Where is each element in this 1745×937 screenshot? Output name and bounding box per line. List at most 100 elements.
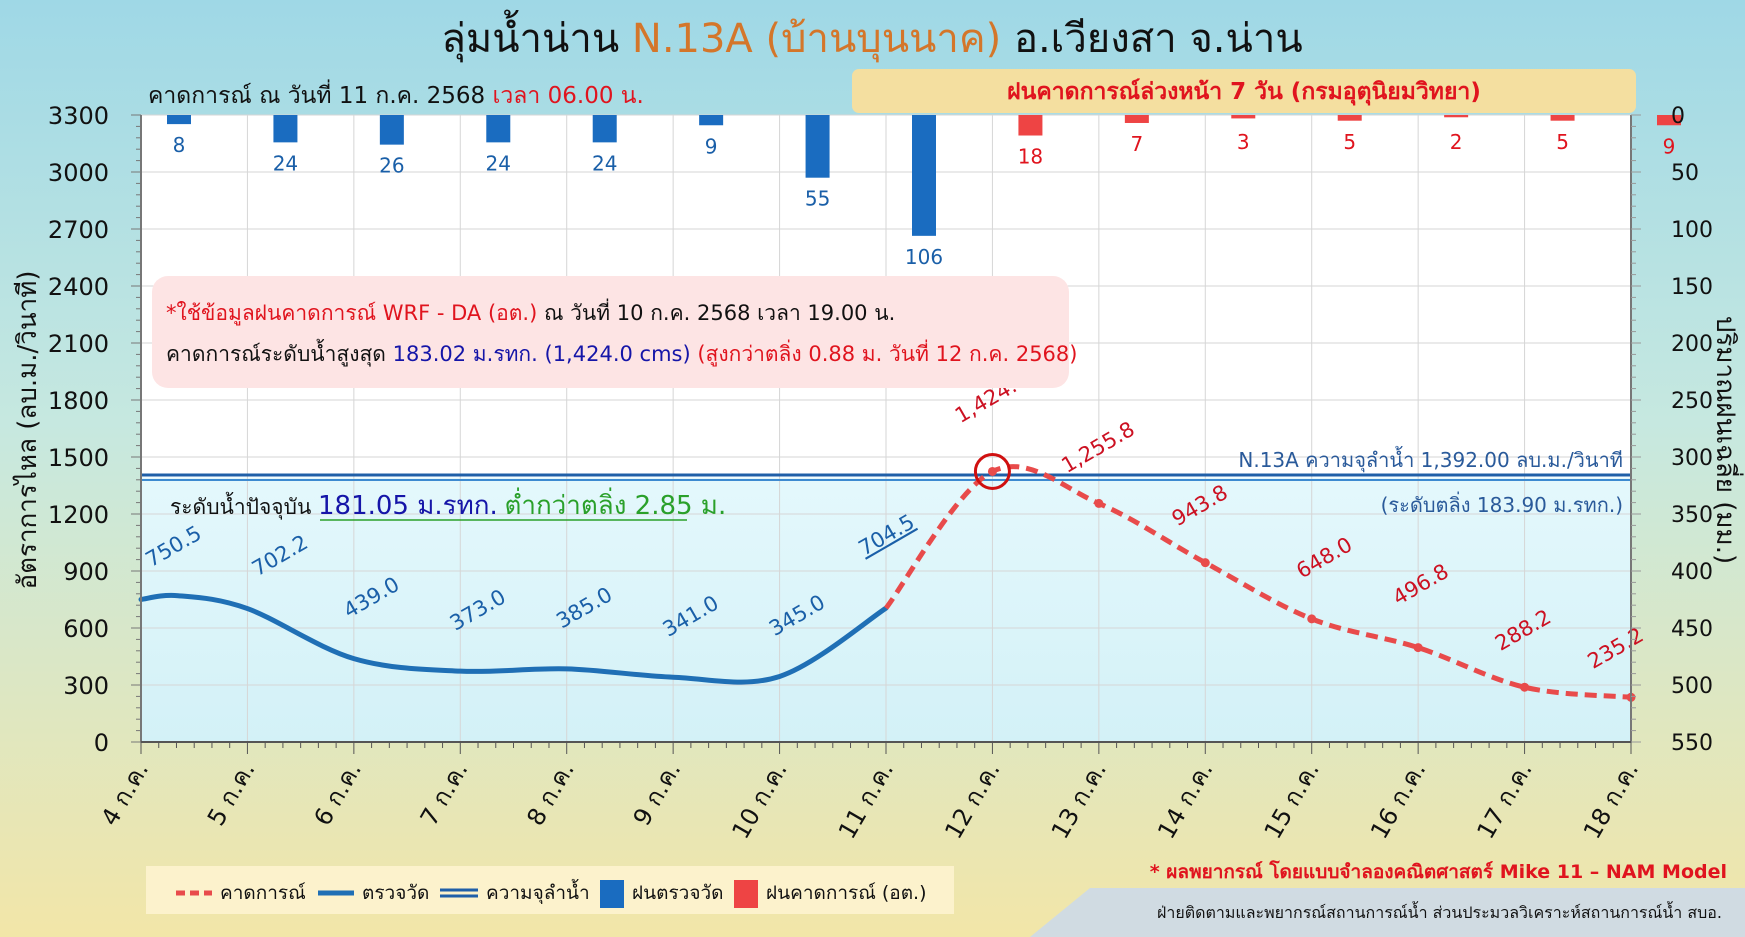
- rain-forecast-label: 9: [1663, 134, 1676, 158]
- y-right-tick-label: 200: [1671, 332, 1713, 357]
- legend-rain-observed: ฝนตรวจวัด: [632, 882, 723, 904]
- rain-observed-label: 8: [173, 133, 186, 157]
- peak-marker: [973, 452, 1011, 490]
- forecast-point: [1094, 498, 1104, 508]
- x-tick-label: 9 ก.ค.: [628, 757, 687, 831]
- rain-observed-label: 24: [592, 151, 617, 175]
- rain-forecast-bar: [1018, 115, 1043, 136]
- note-wrf-time: ณ วันที่ 10 ก.ค. 2568 เวลา 19.00 น.: [544, 298, 895, 325]
- note-max-status: (สูงกว่าตลิ่ง 0.88 ม. วันที่ 12 ก.ค. 256…: [697, 339, 1077, 367]
- y-tick-label: 2400: [48, 273, 109, 301]
- y-right-tick-label: 300: [1671, 446, 1713, 471]
- title-suffix: อ.เวียงสา จ.น่าน: [1014, 16, 1303, 62]
- rain-forecast-label: 2: [1450, 130, 1463, 154]
- forecast-point: [1307, 614, 1317, 624]
- rain-forecast-label: 3: [1237, 130, 1250, 154]
- legend: [146, 866, 954, 914]
- capacity-line-group: [141, 473, 1631, 482]
- x-tick-label: 6 ก.ค.: [308, 757, 367, 831]
- y-tick-label: 300: [63, 672, 109, 700]
- forecast-header: คาดการณ์ ณ วันที่ 11 ก.ค. 2568 เวลา 06.0…: [148, 79, 644, 109]
- forecast-date: คาดการณ์ ณ วันที่ 11 ก.ค. 2568: [148, 79, 485, 109]
- rain-observed-label: 9: [705, 134, 718, 158]
- rain-observed-bar: [273, 115, 298, 143]
- rain-observed-bar: [592, 115, 617, 143]
- forecast-time: เวลา 06.00 น.: [493, 83, 644, 109]
- y-right-tick-label: 350: [1671, 503, 1713, 528]
- y-right-tick-label: 150: [1671, 275, 1713, 300]
- current-level-value: 181.05 ม.รทก.: [318, 491, 498, 521]
- bank-level-label: (ระดับตลิ่ง 183.90 ม.รทก.): [1381, 491, 1623, 517]
- current-level: ระดับน้ำปัจจุบัน 181.05 ม.รทก. ต่ำกว่าตล…: [170, 487, 726, 521]
- chart-title: ลุ่มน้ำน่าน N.13A (บ้านบุนนาค) อ.เวียงสา…: [441, 9, 1302, 63]
- model-footnote: * ผลพยากรณ์ โดยแบบจำลองคณิตศาสตร์ Mike 1…: [1150, 860, 1727, 883]
- title-station: N.13A (บ้านบุนนาค): [632, 16, 1001, 63]
- y-tick-label: 1800: [48, 387, 109, 415]
- current-level-status: ต่ำกว่าตลิ่ง 2.85 ม.: [504, 487, 726, 521]
- legend-rain-forecast: ฝนคาดการณ์ (อต.): [766, 882, 927, 904]
- x-tick-label: 8 ก.ค.: [521, 757, 580, 831]
- rain-observed-label: 26: [379, 154, 404, 178]
- rain-forecast-bar: [1444, 115, 1469, 118]
- agency-footer: ฝ่ายติดตามและพยากรณ์สถานการณ์น้ำ ส่วนประ…: [1157, 901, 1722, 922]
- rain-observed-bar: [805, 115, 830, 178]
- x-tick-label: 18 ก.ค.: [1578, 757, 1644, 844]
- y-tick-label: 3300: [48, 102, 109, 130]
- y-tick-label: 600: [63, 615, 109, 643]
- rain-banner-text: ฝนคาดการณ์ล่วงหน้า 7 วัน (กรมอุตุนิยมวิท…: [1007, 78, 1481, 106]
- note-wrf: *ใช้ข้อมูลฝนคาดการณ์ WRF - DA (อต.): [166, 301, 537, 326]
- legend-observed: ตรวจวัด: [362, 882, 429, 904]
- rain-forecast-bar: [1337, 115, 1362, 121]
- y-right-tick-label: 100: [1671, 218, 1713, 243]
- x-tick-label: 13 ก.ค.: [1046, 757, 1112, 844]
- x-tick-label: 17 ก.ค.: [1472, 757, 1538, 844]
- y-tick-label: 0: [94, 729, 109, 757]
- forecast-point: [1520, 682, 1530, 692]
- x-tick-label: 14 ก.ค.: [1152, 757, 1218, 844]
- note-max-label: คาดการณ์ระดับน้ำสูงสุด: [166, 339, 386, 367]
- rain-observed-bar: [379, 115, 404, 145]
- rain-observed-bar: [486, 115, 511, 143]
- x-tick-label: 12 ก.ค.: [939, 757, 1005, 844]
- x-tick-label: 5 ก.ค.: [202, 757, 261, 831]
- observed-line: [138, 592, 889, 685]
- y-tick-label: 2100: [48, 330, 109, 358]
- rain-bars: 8 24 26 24 24 9 55 106 18 7 3 5 2 5 9: [167, 115, 1681, 269]
- rain-observed-label: 55: [805, 187, 830, 211]
- y-tick-label: 2700: [48, 216, 109, 244]
- rain-forecast-bar: [1550, 115, 1575, 121]
- rain-observed-bar: [167, 115, 191, 125]
- y-axis-right-label: ปริมาณฝนเฉลี่ย (มม.): [1710, 316, 1744, 564]
- y-right-tick-label: 50: [1671, 161, 1699, 186]
- y-right-tick-label: 400: [1671, 560, 1713, 585]
- legend-forecast: คาดการณ์: [220, 882, 306, 904]
- rain-forecast-bar: [1124, 115, 1149, 123]
- rain-observed-bar: [912, 115, 936, 236]
- y-tick-label: 1500: [48, 444, 109, 472]
- legend-rain-forecast-swatch: [734, 880, 758, 908]
- capacity-label: N.13A ความจุลำน้ำ 1,392.00 ลบ.ม./วินาที: [1238, 446, 1623, 473]
- rain-observed-label: 24: [486, 151, 511, 175]
- rain-forecast-label: 18: [1018, 145, 1043, 169]
- note-box: [152, 276, 1069, 388]
- x-tick-label: 11 ก.ค.: [833, 757, 899, 844]
- y-right-tick-label: 550: [1671, 731, 1713, 756]
- y-tick-label: 900: [63, 558, 109, 586]
- rain-forecast-label: 5: [1556, 130, 1569, 154]
- x-tick-label: 16 ก.ค.: [1365, 757, 1431, 844]
- legend-rain-observed-swatch: [600, 880, 624, 908]
- y-right-tick-label: 0: [1671, 104, 1685, 129]
- y-axis-label: อัตราการไหล (ลบ.ม./วินาที): [12, 270, 43, 589]
- y-right-tick-label: 450: [1671, 617, 1713, 642]
- rain-observed-bar: [699, 115, 724, 126]
- rain-forecast-label: 5: [1343, 130, 1356, 154]
- y-tick-label: 3000: [48, 159, 109, 187]
- note-line-2: คาดการณ์ระดับน้ำสูงสุด 183.02 ม.รทก. (1,…: [166, 339, 1077, 367]
- current-level-prefix: ระดับน้ำปัจจุบัน: [170, 492, 311, 520]
- note-line-1: *ใช้ข้อมูลฝนคาดการณ์ WRF - DA (อต.) ณ วั…: [166, 298, 895, 326]
- rain-observed-label: 106: [905, 245, 943, 269]
- rain-forecast-bar: [1231, 115, 1256, 119]
- forecast-point: [1200, 558, 1210, 568]
- footer-band: [1030, 888, 1745, 937]
